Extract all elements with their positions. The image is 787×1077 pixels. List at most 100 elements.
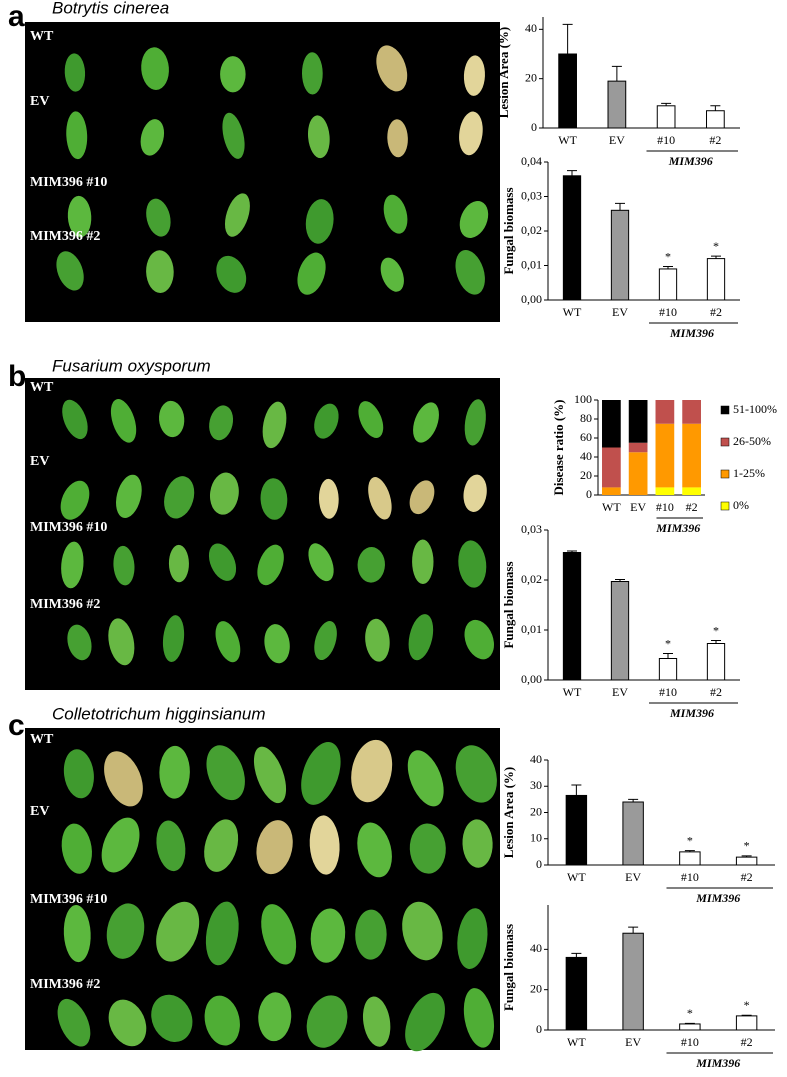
- y-tick-label: 40: [530, 752, 542, 766]
- row-label: EV: [30, 94, 49, 109]
- leaf: [258, 992, 292, 1042]
- leaf: [162, 615, 185, 662]
- group-label: MIM396: [695, 1056, 740, 1070]
- bar: [706, 643, 726, 681]
- leaf: [368, 477, 392, 520]
- y-tick-label: 0,01: [521, 257, 542, 271]
- error-bar: [663, 653, 673, 659]
- error-bar: [615, 579, 625, 582]
- leaf: [116, 474, 142, 518]
- leaf: [357, 822, 392, 878]
- leaf: [62, 399, 88, 440]
- leaf: [383, 194, 408, 234]
- leaf: [376, 45, 408, 92]
- leaf: [140, 119, 165, 156]
- group-label: MIM396: [655, 521, 700, 535]
- leaf: [464, 399, 486, 446]
- bar: [658, 268, 678, 301]
- leaf: [318, 478, 339, 519]
- significance: *: [713, 239, 719, 253]
- row-label: WT: [30, 29, 54, 44]
- leaf: [355, 909, 387, 960]
- y-tick-label: 80: [580, 411, 592, 425]
- bar: [558, 53, 577, 129]
- y-tick-label: 100: [574, 392, 592, 406]
- x-tick-label: WT: [567, 870, 586, 884]
- leaf: [67, 195, 92, 238]
- significance: *: [687, 1006, 693, 1020]
- x-tick-label: EV: [625, 870, 641, 884]
- leaf: [457, 908, 488, 969]
- bar: [735, 856, 758, 866]
- y-tick-label: 0,00: [521, 292, 542, 306]
- bar-segment: [628, 452, 648, 495]
- leaf: [159, 400, 185, 438]
- leaf: [464, 619, 494, 660]
- group-label: MIM396: [668, 154, 713, 168]
- y-tick-label: 0: [531, 120, 537, 134]
- error-bar: [663, 266, 673, 269]
- leaf: [101, 817, 140, 873]
- leaf: [113, 545, 135, 586]
- y-tick-label: 20: [580, 468, 592, 482]
- x-tick-label: #2: [686, 500, 698, 514]
- legend-swatch: [720, 469, 730, 479]
- bar: [622, 932, 644, 1031]
- leaf: [205, 901, 239, 966]
- leaf: [151, 994, 193, 1042]
- x-tick-label: #10: [657, 133, 675, 147]
- leaf: [110, 399, 137, 443]
- error-bar: [684, 850, 695, 852]
- error-bar: [741, 1014, 752, 1016]
- y-axis-label: Lesion Area (%): [501, 767, 516, 858]
- error-bar: [710, 105, 721, 111]
- leaf: [106, 903, 145, 959]
- row-label: MIM396 #2: [30, 977, 100, 992]
- leaf: [462, 819, 493, 868]
- bar: [622, 801, 644, 866]
- leaf: [104, 751, 143, 807]
- row-label: MIM396 #10: [30, 520, 107, 535]
- leaf: [204, 995, 240, 1046]
- leaf: [301, 742, 341, 805]
- y-tick-label: 0,02: [521, 572, 542, 586]
- leaf: [253, 746, 287, 804]
- leaf: [141, 47, 169, 90]
- error-bar: [711, 255, 721, 259]
- bar: [656, 105, 676, 129]
- bar-segment: [628, 442, 648, 453]
- error-bar: [628, 926, 639, 934]
- x-tick-label: #10: [681, 1035, 699, 1049]
- y-tick-label: 0,02: [521, 223, 542, 237]
- x-tick-label: #10: [656, 500, 674, 514]
- legend-swatch: [720, 437, 730, 447]
- error-bar: [562, 23, 573, 54]
- bar-segment: [602, 400, 621, 448]
- bar-segment: [628, 400, 648, 443]
- leaf: [463, 988, 495, 1048]
- leaf: [357, 547, 385, 583]
- bar: [679, 851, 701, 866]
- bar: [562, 175, 582, 301]
- leaf: [256, 820, 293, 875]
- leaf: [405, 992, 445, 1052]
- row-label: MIM396 #10: [30, 892, 107, 907]
- leaf: [314, 621, 337, 661]
- significance: *: [687, 833, 693, 847]
- bar: [706, 258, 726, 301]
- error-bar: [571, 784, 582, 796]
- error-bar: [684, 1022, 695, 1024]
- error-bar: [741, 855, 752, 858]
- leaf: [413, 402, 439, 443]
- leaf: [306, 995, 348, 1048]
- x-tick-label: EV: [625, 1035, 641, 1049]
- leaf: [358, 401, 384, 438]
- panel-title: Fusarium oxysporum: [52, 356, 211, 375]
- bar: [658, 658, 678, 681]
- x-tick-label: EV: [612, 305, 628, 319]
- leaf: [408, 614, 434, 661]
- leaf: [66, 111, 88, 160]
- y-tick-label: 0: [536, 857, 542, 871]
- error-bar: [571, 952, 582, 958]
